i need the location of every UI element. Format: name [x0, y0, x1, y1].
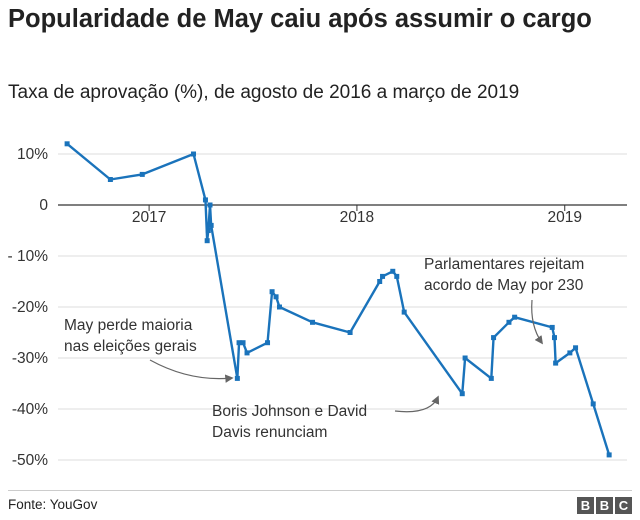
- data-point: [459, 391, 465, 397]
- data-point: [273, 294, 279, 300]
- data-point: [553, 360, 559, 366]
- annotation-arrow: [394, 395, 440, 413]
- data-point: [462, 355, 468, 361]
- data-point: [491, 335, 497, 341]
- data-point: [347, 330, 353, 335]
- data-point: [191, 151, 197, 157]
- y-tick-label: - 10%: [8, 248, 49, 265]
- x-axis-tick-labels: 2017 2018 2019: [132, 205, 582, 226]
- y-tick-label: -20%: [12, 299, 48, 316]
- data-point: [488, 375, 494, 381]
- annotations: May perde maioria nas eleições gerais Bori…: [64, 256, 584, 441]
- data-point: [394, 273, 400, 279]
- data-point: [107, 177, 113, 182]
- data-point: [64, 141, 70, 147]
- data-point: [606, 452, 612, 458]
- data-point: [567, 350, 573, 356]
- data-point: [202, 197, 208, 203]
- data-point: [310, 319, 316, 325]
- bbc-logo: B B C: [577, 497, 632, 514]
- data-point: [240, 340, 246, 346]
- data-point: [265, 340, 271, 346]
- data-point: [551, 335, 557, 341]
- annotation-label: May perde maioria nas eleições gerais: [64, 317, 197, 355]
- data-point: [205, 228, 211, 233]
- data-point: [377, 279, 383, 284]
- x-tick-label: 2019: [547, 209, 581, 226]
- annotation-arrow: [531, 299, 543, 345]
- data-point: [207, 202, 213, 208]
- y-tick-label: -50%: [12, 452, 48, 469]
- annotation-label: Boris Johnson e David Davis renunciam: [212, 403, 367, 441]
- data-point: [276, 304, 282, 310]
- data-point: [244, 350, 250, 356]
- annotation-label: Parlamentares rejeitam acordo de May por …: [424, 256, 584, 294]
- data-point: [204, 238, 210, 244]
- approval-series: [64, 141, 612, 458]
- bbc-logo-block: B: [596, 497, 613, 514]
- bbc-logo-block: B: [577, 497, 594, 514]
- source-note: Fonte: YouGov: [8, 497, 98, 512]
- line-chart: 10% 0 - 10% -20% -30% -40% -50% 2017 2018 2019 M…: [8, 141, 627, 469]
- data-point: [590, 401, 596, 407]
- annotation-arrow: [149, 359, 234, 383]
- data-point: [234, 375, 240, 381]
- y-tick-label: -40%: [12, 401, 48, 418]
- y-tick-label: 10%: [17, 146, 48, 163]
- data-point: [236, 340, 242, 346]
- chart-title: Popularidade de May caiu após assumir o …: [8, 5, 592, 33]
- data-point: [380, 273, 386, 279]
- data-point: [573, 345, 579, 351]
- data-point: [390, 268, 396, 274]
- x-tick-label: 2017: [132, 209, 166, 226]
- data-point: [512, 314, 518, 320]
- y-tick-label: 0: [39, 197, 48, 214]
- bbc-logo-block: C: [615, 497, 632, 514]
- chart-subtitle: Taxa de aprovação (%), de agosto de 2016…: [8, 82, 520, 103]
- data-point: [401, 309, 407, 315]
- y-axis-tick-labels: 10% 0 - 10% -20% -30% -40% -50%: [8, 146, 49, 469]
- footer-divider: [8, 490, 632, 491]
- data-point: [549, 324, 555, 330]
- y-tick-label: -30%: [12, 350, 48, 367]
- x-tick-label: 2018: [340, 209, 374, 226]
- data-point: [208, 222, 214, 228]
- data-point: [269, 289, 275, 295]
- data-point: [506, 319, 512, 325]
- data-point: [139, 171, 145, 177]
